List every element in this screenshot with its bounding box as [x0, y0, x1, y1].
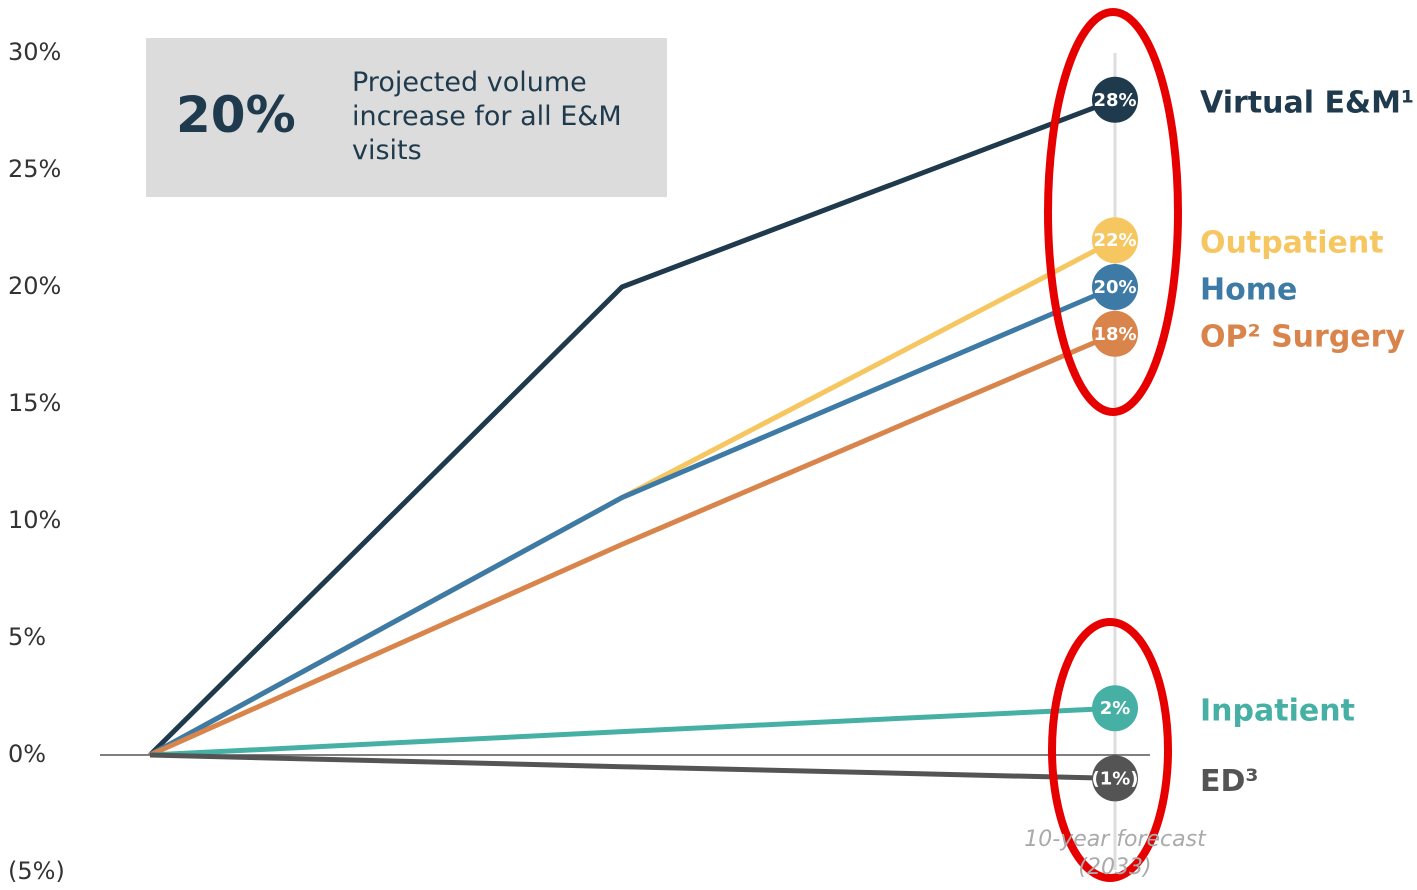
- end-marker: [1092, 755, 1138, 802]
- series-line: [149, 705, 1116, 758]
- end-marker: [1092, 264, 1138, 310]
- y-tick-label: 5%: [8, 623, 46, 651]
- y-tick-label: (5%): [8, 857, 65, 885]
- end-marker: [1092, 217, 1138, 264]
- legend-label: ED³: [1200, 764, 1259, 799]
- annotation-box: 20% Projected volume increase for all E&…: [146, 38, 667, 197]
- data-label: 28%: [1093, 90, 1136, 111]
- y-tick-label: 0%: [8, 740, 46, 768]
- end-marker: [1092, 76, 1138, 123]
- end-marker: [1092, 685, 1138, 732]
- end-marker: [1092, 310, 1138, 357]
- data-label: 20%: [1093, 277, 1136, 298]
- y-tick-label: 25%: [8, 155, 61, 183]
- y-tick-label: 30%: [8, 38, 61, 66]
- x-tick-label: 10-year forecast (2033): [1024, 827, 1206, 880]
- legend-label: OP² Surgery: [1200, 319, 1405, 354]
- series-line: [148, 284, 1116, 758]
- data-label: 18%: [1093, 324, 1136, 345]
- highlight: [1044, 8, 1182, 416]
- y-tick-label: 20%: [8, 272, 61, 300]
- data-label: 2%: [1100, 698, 1131, 719]
- data-label: 22%: [1093, 230, 1136, 251]
- highlight: [1048, 618, 1172, 882]
- series-line: [149, 752, 1116, 781]
- y-tick-label: 15%: [8, 389, 61, 417]
- series-line: [148, 97, 1116, 757]
- legend-label: Home: [1200, 273, 1297, 308]
- annotation-value: 20%: [176, 86, 296, 144]
- annotation-text: Projected volume increase for all E&M vi…: [352, 67, 622, 166]
- legend-label: Inpatient: [1200, 694, 1355, 729]
- data-label: (1%): [1091, 768, 1138, 789]
- legend-label: Virtual E&M¹: [1200, 85, 1414, 120]
- y-tick-label: 10%: [8, 506, 61, 534]
- series-line: [148, 331, 1116, 758]
- legend-label: Outpatient: [1200, 226, 1384, 261]
